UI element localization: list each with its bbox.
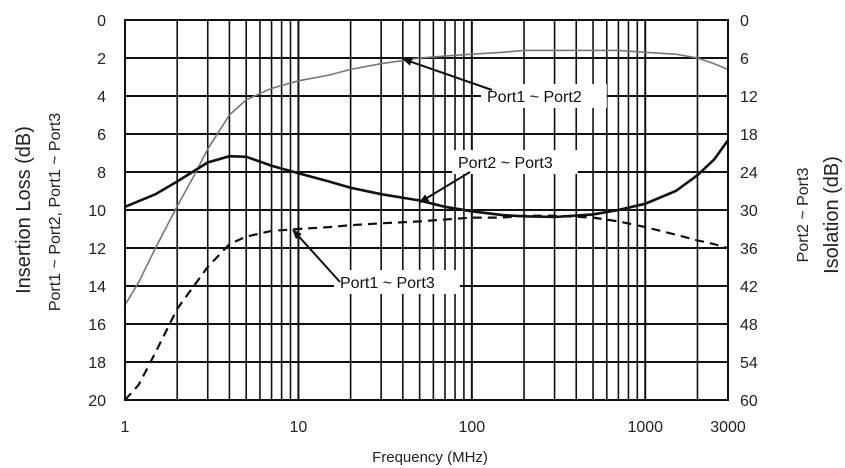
x-tick-label: 100	[458, 419, 485, 436]
left-axis-label-line2: Port1 ~ Port2, Port1 ~ Port3	[47, 113, 64, 311]
y-left-tick-label: 14	[88, 279, 106, 296]
right-axis-label-line1: Port2 ~ Port3	[795, 168, 812, 263]
right-axis-label-line2: Isolation (dB)	[821, 156, 843, 274]
y-left-tick-label: 8	[97, 165, 106, 182]
x-tick-label: 1000	[627, 419, 663, 436]
y-right-tick-label: 36	[740, 241, 758, 258]
x-tick-label: 10	[290, 419, 308, 436]
y-left-tick-label: 12	[88, 241, 106, 258]
y-right-tick-label: 54	[740, 355, 758, 372]
y-left-tick-label: 2	[97, 51, 106, 68]
y-left-tick-label: 4	[97, 89, 106, 106]
x-axis-label: Frequency (MHz)	[372, 449, 488, 466]
annotation-label: Port1 ~ Port3	[340, 275, 435, 292]
y-right-tick-label: 60	[740, 393, 758, 410]
y-right-tick-label: 6	[740, 51, 749, 68]
y-right-tick-label: 0	[740, 13, 749, 30]
y-left-tick-label: 16	[88, 317, 106, 334]
y-right-tick-label: 48	[740, 317, 758, 334]
y-left-tick-label: 6	[97, 127, 106, 144]
y-right-tick-label: 18	[740, 127, 758, 144]
left-axis-label-line1: Insertion Loss (dB)	[13, 126, 35, 294]
y-left-tick-label: 10	[88, 203, 106, 220]
y-left-tick-label: 0	[97, 13, 106, 30]
y-left-tick-label: 20	[88, 393, 106, 410]
x-tick-label: 1	[121, 419, 130, 436]
y-left-tick-label: 18	[88, 355, 106, 372]
annotation-label: Port1 ~ Port2	[487, 89, 582, 106]
y-right-tick-label: 12	[740, 89, 758, 106]
x-tick-label: 3000	[710, 419, 746, 436]
y-right-tick-label: 24	[740, 165, 758, 182]
y-right-tick-label: 42	[740, 279, 758, 296]
annotation-label: Port2 ~ Port3	[458, 155, 553, 172]
y-right-tick-label: 30	[740, 203, 758, 220]
